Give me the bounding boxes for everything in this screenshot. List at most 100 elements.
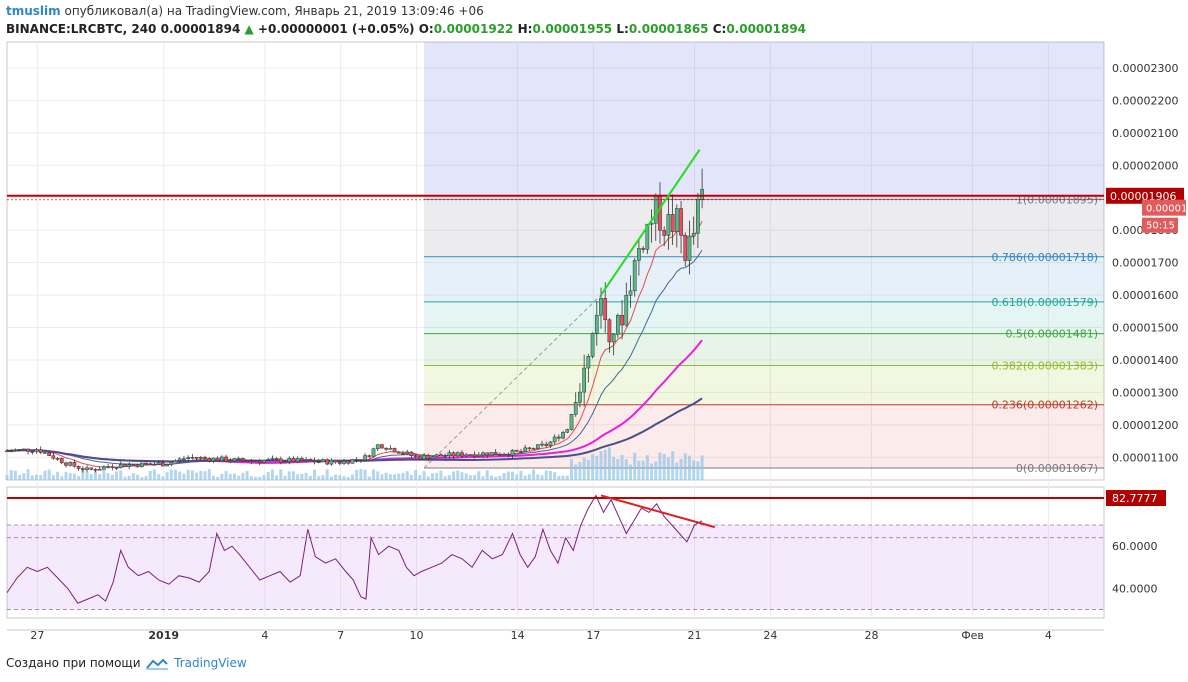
volume-bar	[190, 470, 194, 480]
candle-body	[434, 454, 439, 458]
volume-bar	[430, 473, 434, 480]
candle-body	[552, 436, 557, 443]
candle-body	[460, 452, 464, 457]
author-name[interactable]: tmuslim	[6, 4, 61, 18]
volume-bar	[346, 476, 350, 480]
candle-body	[68, 461, 73, 466]
candle-body	[632, 260, 637, 292]
candle-body	[287, 458, 292, 462]
volume-bar	[270, 469, 274, 480]
volume-bar	[439, 470, 443, 480]
candle-body	[93, 469, 98, 471]
fibonacci-retracement[interactable]: 1(0.00001895)0.786(0.00001718)0.618(0.00…	[423, 42, 1104, 475]
volume-bar	[628, 464, 632, 480]
candle-body	[426, 455, 431, 459]
candle-body	[519, 451, 523, 453]
volume-bar	[582, 457, 586, 480]
candle-body	[106, 466, 110, 468]
candle-body	[215, 457, 220, 461]
volume-bar	[532, 469, 536, 480]
volume-bar	[72, 473, 76, 480]
volume-bar	[380, 474, 384, 480]
volume-bar	[409, 474, 413, 480]
candle-body	[375, 444, 380, 450]
candle-body	[232, 458, 237, 462]
volume-bar	[650, 463, 654, 480]
volume-bar	[245, 471, 249, 480]
volume-bar	[254, 476, 258, 480]
candle-body	[620, 315, 624, 326]
candle-body	[182, 458, 186, 461]
time-tick-label: 4	[261, 629, 268, 642]
close-value: 0.00001894	[726, 22, 807, 36]
candle-body	[447, 452, 452, 457]
candle-body	[573, 402, 578, 415]
candle-body	[502, 453, 506, 456]
candle-body	[481, 452, 485, 456]
price-tick-label: 0.00002300	[1112, 62, 1178, 75]
candle-body	[161, 462, 165, 467]
time-tick-label: 27	[30, 629, 44, 642]
candles	[5, 168, 704, 473]
high-value: 0.00001955	[532, 22, 613, 36]
volume-bar	[696, 461, 700, 480]
volume-bar	[633, 452, 637, 480]
candle-body	[540, 443, 544, 446]
volume-bar	[291, 471, 295, 480]
fib-zone	[424, 199, 1104, 257]
candle-body	[207, 458, 212, 462]
time-tick-label: 14	[511, 629, 525, 642]
candle-body	[22, 448, 26, 451]
volume-bar	[620, 454, 624, 480]
candle-body	[236, 458, 241, 460]
footer-brand[interactable]: TradingView	[174, 656, 247, 670]
candle-body	[527, 447, 532, 450]
candle-body	[203, 456, 207, 459]
volume-bar	[637, 460, 641, 480]
volume-bar	[182, 473, 186, 480]
candle-body	[628, 290, 633, 296]
candle-body	[582, 367, 586, 393]
volume-bar	[131, 473, 135, 480]
candle-body	[464, 454, 469, 457]
candle-body	[523, 447, 528, 452]
rsi-pane-frame	[6, 486, 1105, 619]
footer-text: Создано при помощи	[6, 656, 141, 670]
candle-body	[561, 432, 565, 439]
candle-body	[5, 450, 9, 453]
volume-bar	[498, 476, 502, 480]
volume-bar	[98, 474, 102, 480]
candle-body	[392, 447, 397, 453]
candle-body	[594, 314, 599, 334]
volume-bar	[679, 458, 683, 480]
candle-body	[102, 466, 106, 470]
price-tick-label: 0.00001100	[1112, 451, 1178, 464]
time-tick-label: 7	[337, 629, 344, 642]
volume-bar	[456, 470, 460, 480]
candle-body	[565, 429, 570, 433]
rsi-value-label: 82.7777	[1112, 492, 1158, 505]
candle-body	[114, 467, 119, 469]
candle-body	[316, 461, 321, 463]
candle-body	[367, 455, 372, 457]
volume-bar	[536, 474, 540, 480]
time-tick-label: 2019	[148, 629, 179, 642]
volume-bar	[388, 474, 392, 480]
footer: Создано при помощи TradingView	[6, 656, 247, 670]
candle-body	[485, 452, 490, 456]
volume-bar	[414, 470, 418, 480]
volume-bar	[186, 469, 190, 480]
time-tick-label: 24	[763, 629, 777, 642]
candle-body	[514, 449, 519, 452]
volume-bar	[169, 469, 173, 480]
candle-body	[569, 414, 574, 430]
countdown-tag	[1142, 217, 1178, 233]
volume-bar	[60, 476, 64, 480]
volume-bar	[586, 459, 590, 480]
candle-body	[76, 466, 81, 469]
volume-bar	[460, 472, 464, 480]
drawings[interactable]	[7, 149, 1104, 296]
publish-info: опубликовал(а) на TradingView.com, Январ…	[64, 4, 484, 18]
volume-bar	[367, 476, 371, 480]
